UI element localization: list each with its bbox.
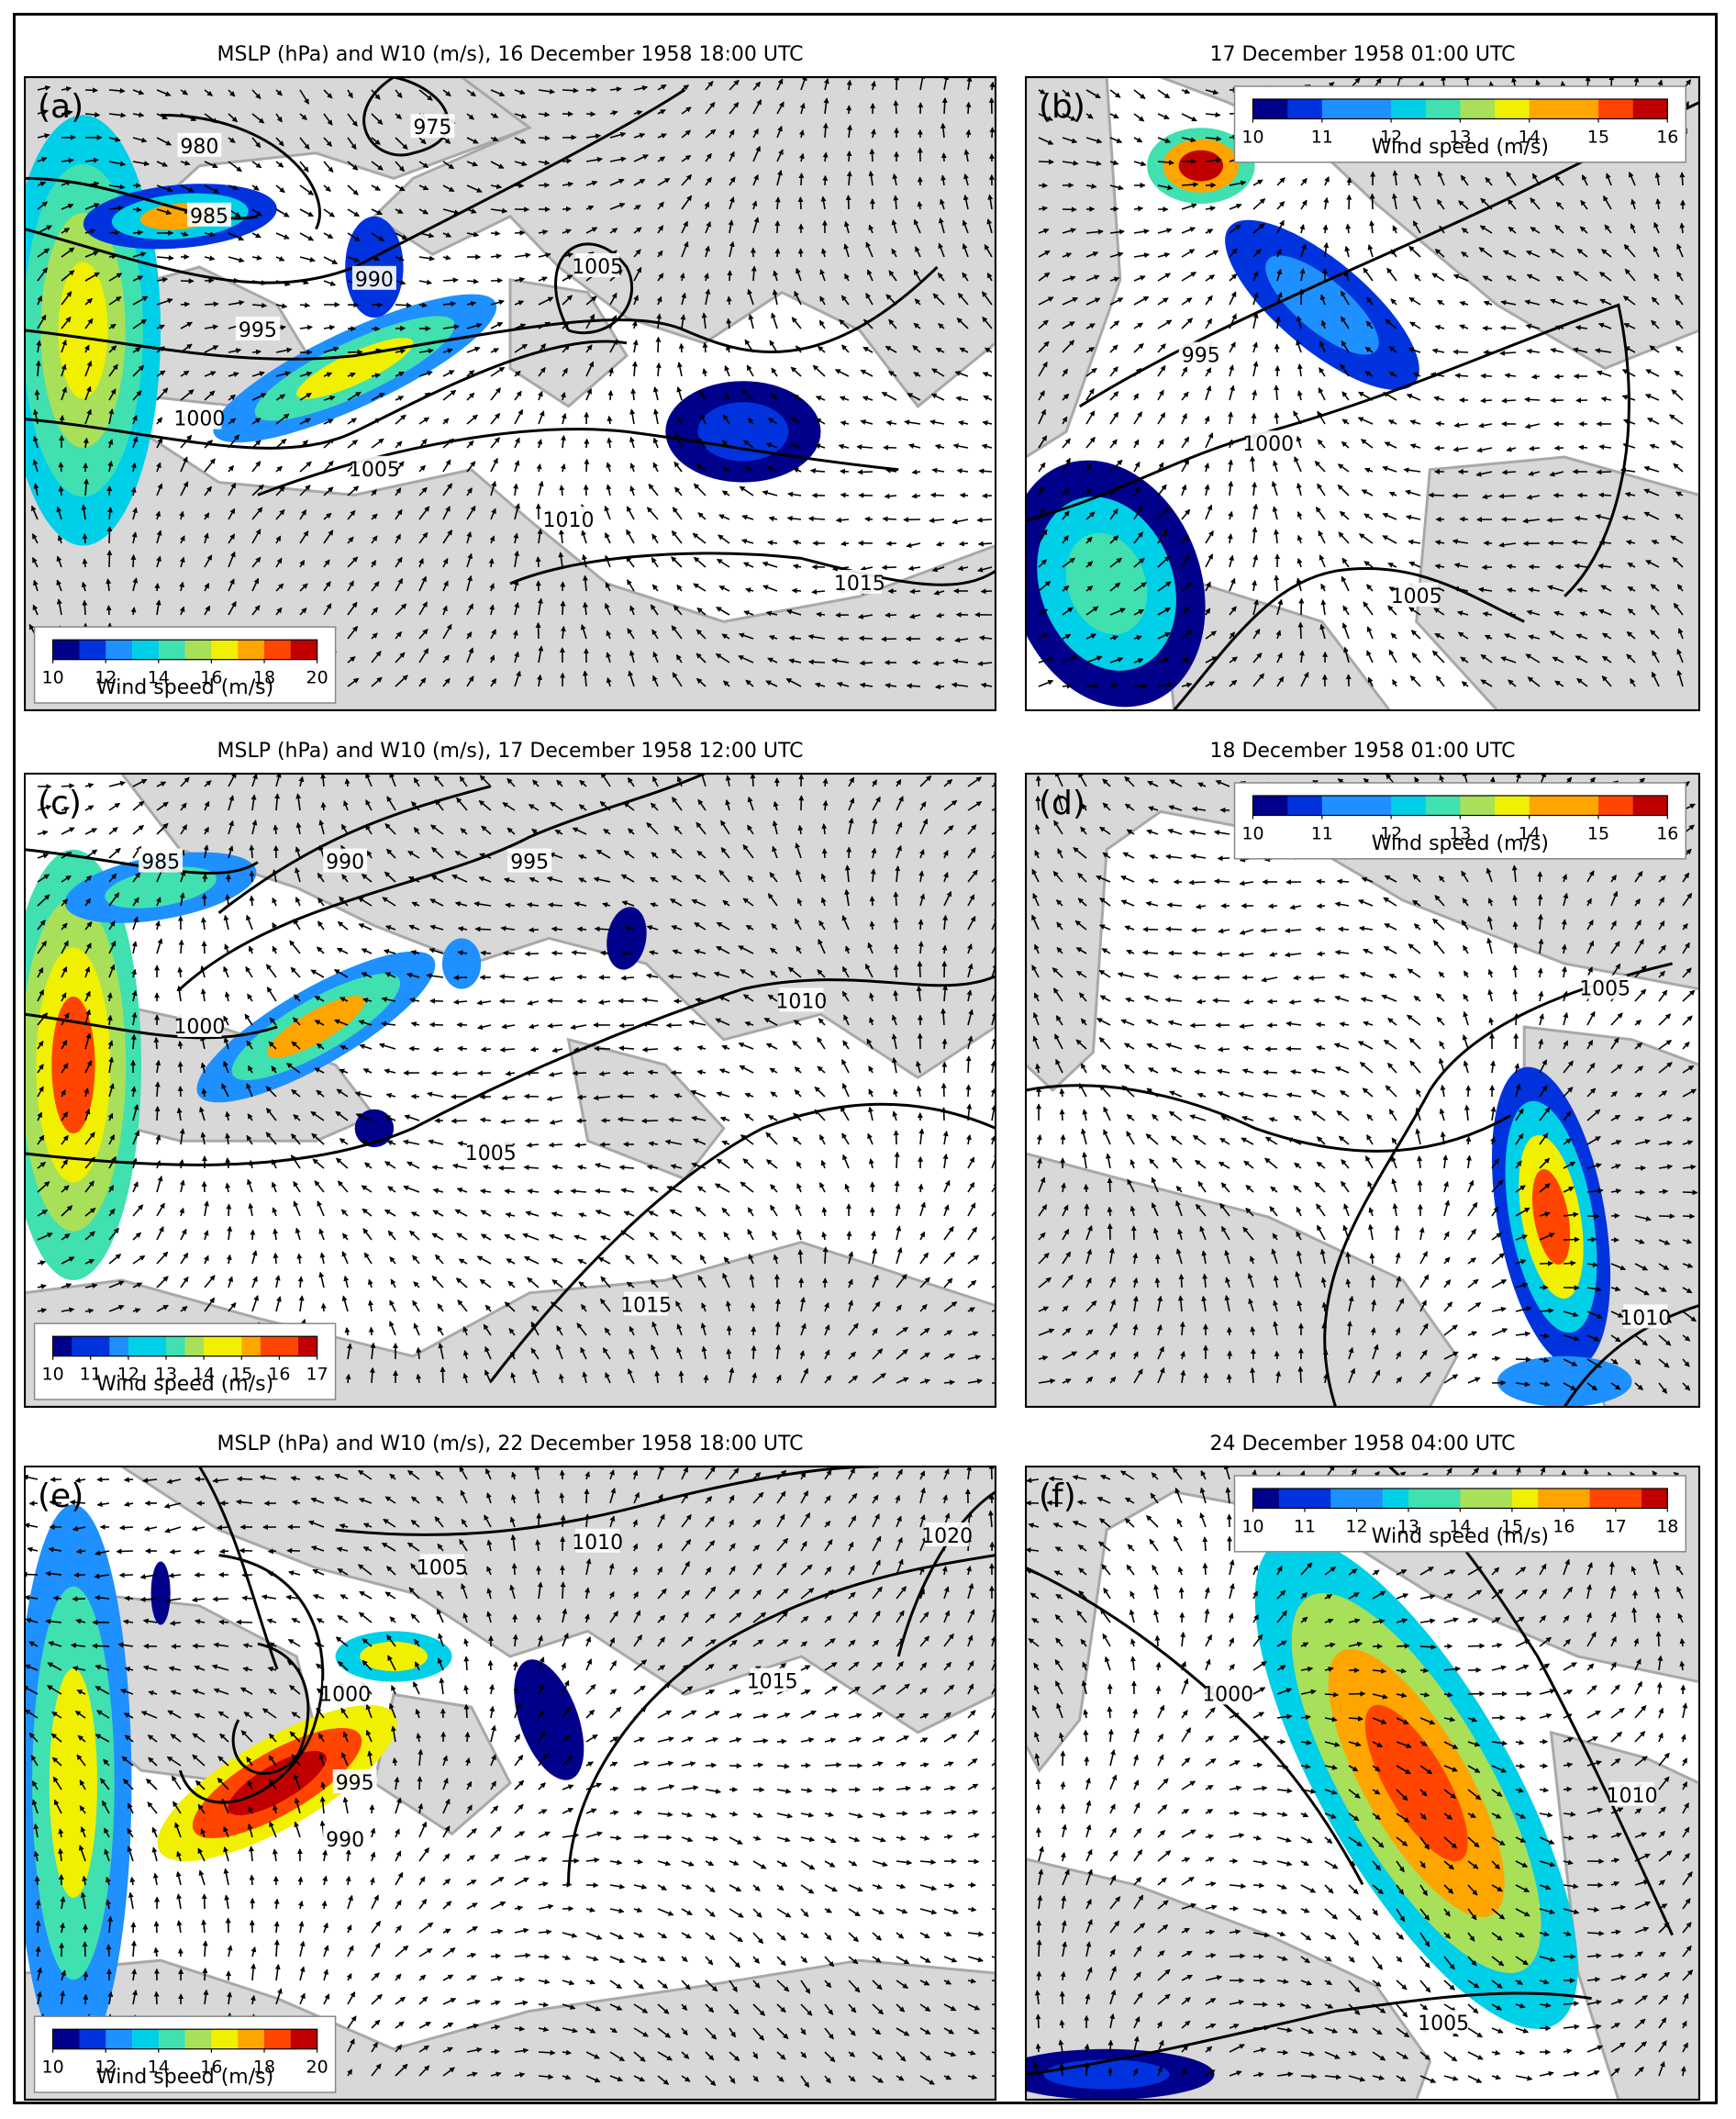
panel-c: 985 990 995 1000 1005 1010 1015 MSLP (hPa) and …: [24, 740, 996, 1408]
wind-speed-shading: [58, 262, 108, 399]
isobar-label: 1005: [1418, 2013, 1469, 2035]
colorbar-tick-label: 15: [1587, 824, 1609, 844]
colorbar-tick-label: 17: [306, 1365, 328, 1385]
colorbar-tick-label: 11: [1294, 1517, 1316, 1537]
panel-b: 995 1000 1005 17 December 1958 01:00 UTC (b)…: [1025, 43, 1700, 711]
colorbar-tick-label: 10: [1241, 824, 1263, 844]
isobar-label: 1020: [921, 1525, 973, 1548]
colorbar-tick-label: 20: [306, 2058, 328, 2078]
colorbar-tick-label: 11: [1311, 128, 1333, 148]
colorbar-tick-label: 10: [1241, 128, 1263, 148]
isobar-label: 1010: [572, 1532, 623, 1555]
panel-label: (a): [38, 88, 83, 126]
panel-label: (d): [1039, 785, 1085, 822]
colorbar-tick-label: 11: [1311, 824, 1333, 844]
isobar-label: 1005: [465, 1143, 517, 1165]
isobar-label: 1005: [1579, 978, 1630, 1001]
isobar-label: 980: [180, 136, 218, 159]
panel-title: MSLP (hPa) and W10 (m/s), 16 December 19…: [217, 43, 804, 66]
colorbar-label: Wind speed (m/s): [96, 676, 273, 699]
colorbar-tick-label: 17: [1605, 1517, 1627, 1537]
isobar-label: 1010: [1607, 1785, 1658, 1808]
panel-title: 18 December 1958 01:00 UTC: [1209, 740, 1515, 763]
colorbar-tick-label: 16: [1656, 128, 1678, 148]
panel-label: (e): [38, 1478, 83, 1515]
panel-title: MSLP (hPa) and W10 (m/s), 17 December 19…: [217, 740, 804, 763]
isobar-label: 990: [326, 852, 364, 875]
panel-d: 1005 1010 18 December 1958 01:00 UTC (d) 10 1…: [1025, 740, 1700, 1408]
wind-speed-shading: [1497, 1355, 1632, 1407]
isobar-label: 995: [336, 1772, 374, 1795]
colorbar-tick-label: 10: [1241, 1517, 1263, 1537]
colorbar-label: Wind speed (m/s): [1372, 1525, 1549, 1548]
isobar-label: 1000: [173, 408, 225, 431]
wind-speed-shading: [441, 938, 482, 989]
isobar-label: 1005: [1391, 586, 1442, 608]
isobar-label: 1000: [173, 1016, 225, 1039]
isobar-label: 975: [413, 117, 451, 139]
isobar-label: 985: [190, 206, 228, 229]
isobar-label: 1000: [1242, 433, 1294, 456]
panel-f: 1000 1010 1005 24 December 1958 04:00 UTC (f…: [1025, 1433, 1700, 2101]
panel-label: (b): [1039, 88, 1085, 126]
isobar-label: 995: [1182, 345, 1220, 368]
colorbar-tick-label: 10: [42, 1365, 64, 1385]
isobar-label: 990: [326, 1829, 364, 1852]
colorbar-label: Wind speed (m/s): [1372, 136, 1549, 159]
isobar-label: 1010: [1619, 1307, 1671, 1330]
panel-label: (f): [1039, 1478, 1076, 1515]
isobar-label: 995: [239, 319, 277, 342]
colorbar-label: Wind speed (m/s): [96, 1373, 273, 1396]
panel-a: 975 980 985 990 995 1000 1005 1010 1005 1015 MSLP …: [24, 43, 996, 711]
isobar-label: 1005: [572, 256, 623, 279]
colorbar-tick-label: 12: [1345, 1517, 1367, 1537]
colorbar-tick-label: 10: [42, 2058, 64, 2078]
isobar-label: 985: [141, 852, 180, 875]
colorbar-tick-label: 16: [1552, 1517, 1575, 1537]
isobar-label: 990: [355, 269, 394, 292]
colorbar-tick-label: 16: [1656, 824, 1678, 844]
panel-title: MSLP (hPa) and W10 (m/s), 22 December 19…: [217, 1433, 804, 1455]
isobar-label: 995: [510, 852, 549, 875]
panel-title: 17 December 1958 01:00 UTC: [1209, 43, 1515, 66]
wind-speed-shading: [1178, 150, 1224, 182]
colorbar-tick-label: 20: [306, 668, 328, 688]
panel-label: (c): [38, 785, 82, 822]
isobar-label: 1015: [834, 573, 885, 596]
isobar-label: 1015: [747, 1671, 798, 1694]
panel-title: 24 December 1958 04:00 UTC: [1209, 1433, 1515, 1455]
isobar-label: 1005: [349, 459, 400, 482]
isobar-label: 1000: [319, 1683, 371, 1706]
colorbar-label: Wind speed (m/s): [96, 2066, 273, 2089]
isobar-label: 1005: [417, 1556, 468, 1579]
isobar-label: 1000: [1202, 1683, 1253, 1706]
colorbar-tick-label: 10: [42, 668, 64, 688]
colorbar-tick-label: 18: [1656, 1517, 1678, 1537]
isobar-label: 1010: [775, 990, 827, 1013]
colorbar-tick-label: 15: [1587, 128, 1609, 148]
wind-speed-shading: [150, 1561, 171, 1625]
colorbar-label: Wind speed (m/s): [1372, 832, 1549, 855]
isobar-label: 1010: [543, 509, 595, 532]
isobar-label: 1015: [620, 1295, 672, 1318]
